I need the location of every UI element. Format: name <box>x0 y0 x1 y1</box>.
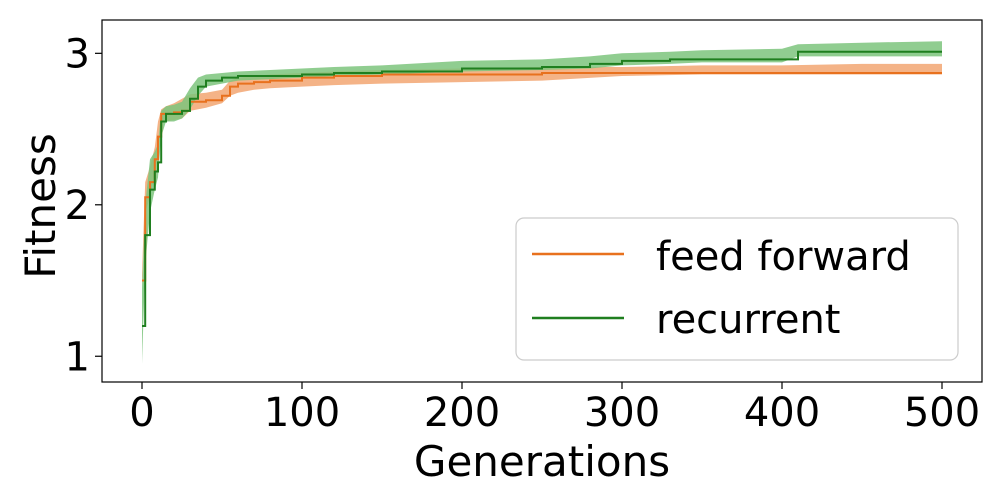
x-tick-label: 200 <box>424 390 500 436</box>
y-tick-label: 3 <box>65 31 90 77</box>
x-axis-ticks: 0 100 200 300 400 500 <box>129 382 980 436</box>
x-tick-label: 100 <box>264 390 340 436</box>
series-bands <box>142 41 942 364</box>
x-axis-label: Generations <box>414 437 670 486</box>
legend-box <box>515 217 959 361</box>
x-tick-label: 500 <box>904 390 980 436</box>
series-lines <box>142 50 942 327</box>
y-tick-label: 1 <box>65 334 90 380</box>
x-tick-label: 400 <box>744 390 820 436</box>
y-axis-ticks: 1 2 3 <box>65 31 102 380</box>
legend-label-feed-forward: feed forward <box>656 234 911 280</box>
line-recurrent <box>142 50 942 327</box>
band-recurrent <box>142 41 942 364</box>
x-tick-label: 300 <box>584 390 660 436</box>
legend-label-recurrent: recurrent <box>656 297 840 343</box>
y-axis-label: Fitness <box>16 133 65 278</box>
x-tick-label: 0 <box>129 390 154 436</box>
legend: feed forward recurrent <box>515 217 959 361</box>
plot-frame <box>101 19 983 383</box>
y-tick-label: 2 <box>65 183 90 229</box>
line-feed-forward <box>142 72 942 282</box>
